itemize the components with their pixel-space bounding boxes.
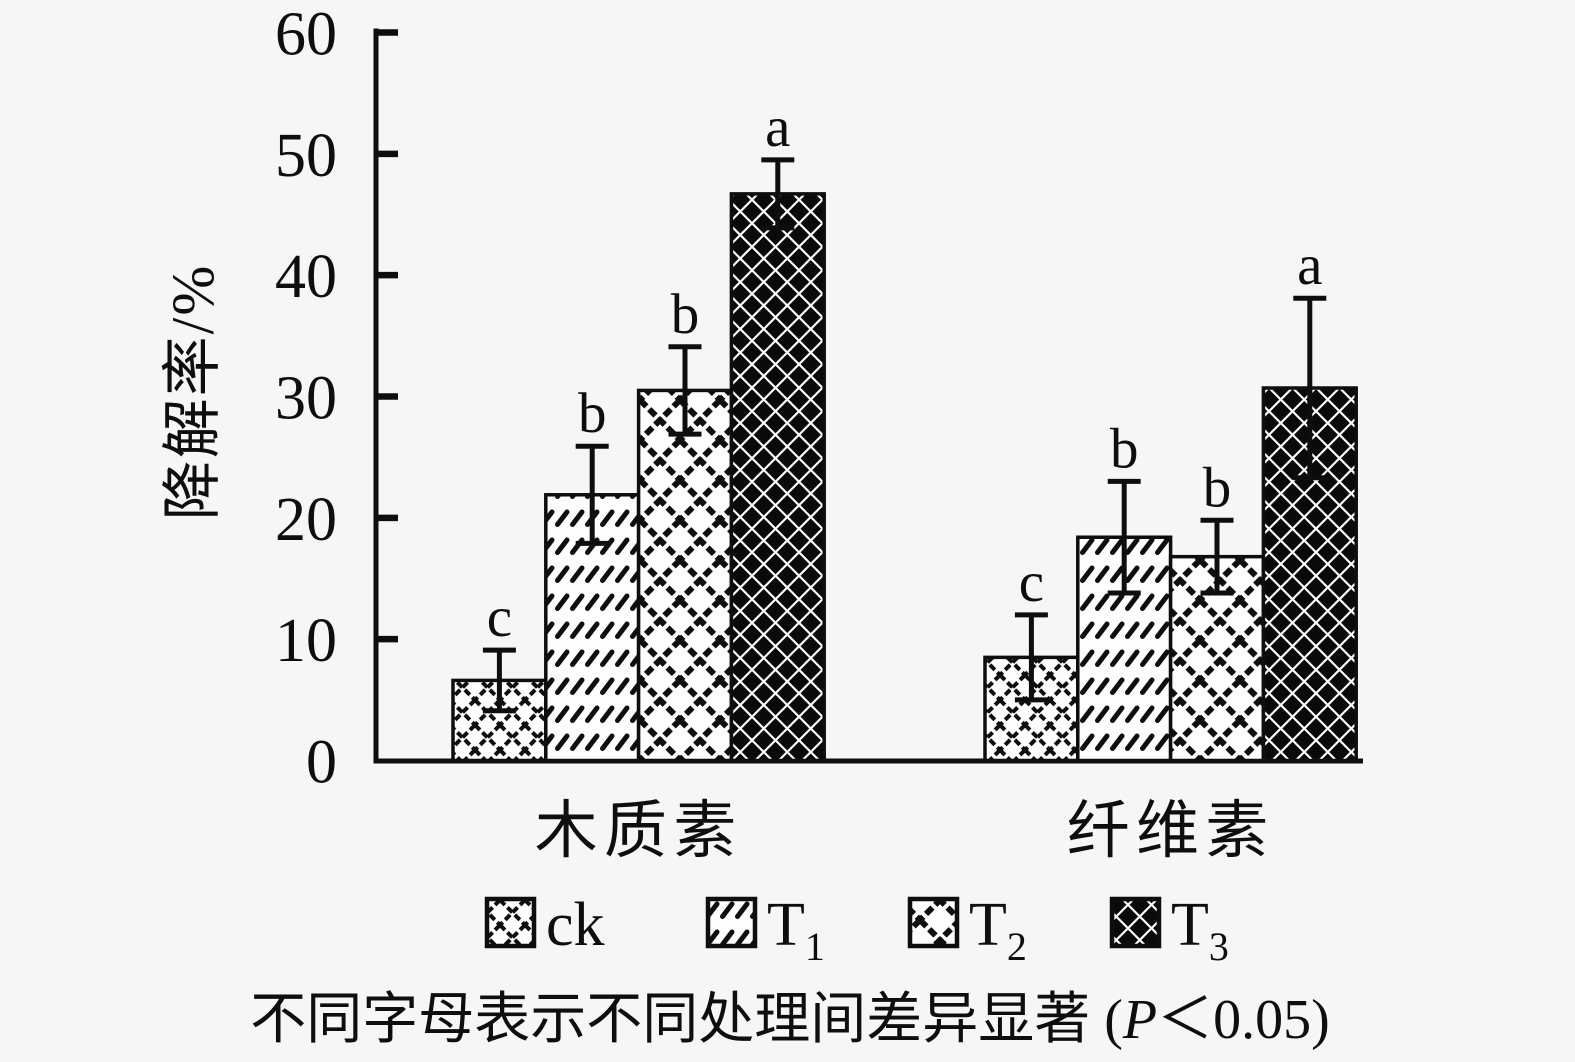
error-bar bbox=[761, 157, 795, 231]
y-tick-label: 60 bbox=[275, 1, 337, 69]
sig-letter: a bbox=[765, 96, 790, 159]
y-tick-label: 20 bbox=[275, 486, 337, 554]
figure-caption: 不同字母表示不同处理间差异显著 (P＜0.05) bbox=[250, 989, 1330, 1051]
legend-swatch-T1 bbox=[705, 896, 758, 949]
category-label: 木质素 bbox=[535, 796, 743, 866]
plot-area: 0 10 20 30 40 50 60 c b b a 木质素 c b b a 纤维素 ck T1 T2 T3 bbox=[275, 1, 1363, 969]
legend-label: T1 bbox=[767, 891, 825, 969]
category-label: 纤维素 bbox=[1067, 796, 1275, 866]
error-bar bbox=[575, 443, 609, 546]
legend-swatch-T2 bbox=[907, 896, 960, 949]
sig-letter: c bbox=[1019, 551, 1044, 614]
error-bar bbox=[1014, 612, 1048, 703]
sig-letter: b bbox=[1110, 417, 1139, 480]
bar-T2-木质素 bbox=[636, 388, 734, 763]
sig-letter: c bbox=[487, 586, 512, 649]
caption-text: 不同字母表示不同处理间差异显著 ( bbox=[250, 989, 1123, 1051]
caption-p-italic: P bbox=[1122, 989, 1157, 1051]
legend-label: T3 bbox=[1171, 891, 1229, 969]
y-tick-label: 10 bbox=[275, 607, 337, 675]
bar-T3-木质素 bbox=[729, 192, 826, 763]
legend-swatch-ck bbox=[484, 896, 537, 949]
y-tick-label: 50 bbox=[275, 122, 337, 190]
caption-end: ＜0.05) bbox=[1157, 989, 1330, 1051]
legend: ck T1 T2 T3 bbox=[484, 891, 1229, 969]
legend-label: ck bbox=[546, 891, 605, 959]
legend-swatch-T3 bbox=[1109, 896, 1162, 949]
y-tick-label: 30 bbox=[275, 365, 337, 433]
error-bar bbox=[1293, 295, 1327, 481]
legend-label: T2 bbox=[969, 891, 1027, 969]
error-bar bbox=[668, 344, 702, 437]
sig-letter: a bbox=[1297, 234, 1322, 297]
y-tick-label: 40 bbox=[275, 243, 337, 311]
error-bar bbox=[482, 647, 516, 714]
sig-letter: b bbox=[578, 382, 607, 445]
y-axis-title: 降解率/% bbox=[160, 264, 226, 521]
sig-letter: b bbox=[1203, 456, 1232, 519]
sig-letter: b bbox=[671, 283, 700, 346]
bars: c b b a 木质素 c b b a 纤维素 bbox=[451, 96, 1358, 866]
y-tick-label: 0 bbox=[306, 729, 337, 797]
error-bar bbox=[1107, 478, 1141, 596]
error-bar bbox=[1200, 517, 1234, 596]
